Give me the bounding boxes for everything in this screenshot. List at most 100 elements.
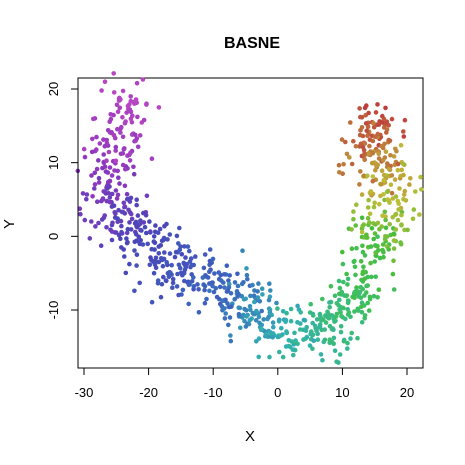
data-point (377, 255, 383, 261)
data-point (336, 162, 342, 168)
data-point (365, 124, 371, 129)
data-point (142, 224, 148, 230)
data-point (395, 161, 401, 167)
data-point (358, 128, 363, 133)
data-point (235, 271, 240, 277)
data-point (140, 77, 146, 82)
data-point (144, 193, 150, 199)
data-point (134, 252, 140, 257)
data-point (372, 200, 378, 206)
data-point (376, 287, 382, 293)
x-tick-label: 10 (335, 385, 349, 400)
data-point (113, 148, 118, 153)
data-point (381, 125, 387, 130)
x-tick-label: -20 (139, 385, 158, 400)
data-point (374, 163, 379, 169)
data-point (283, 344, 289, 349)
data-point (373, 110, 379, 115)
data-point (116, 175, 121, 180)
data-point (381, 250, 386, 255)
y-tick-label: 10 (46, 155, 61, 169)
data-point (375, 295, 380, 300)
data-point (402, 117, 408, 123)
data-point (343, 316, 348, 322)
data-point (214, 294, 220, 300)
data-point (187, 248, 192, 254)
data-point (376, 151, 382, 157)
data-point (94, 134, 99, 140)
data-point (188, 256, 194, 261)
data-point (250, 282, 255, 288)
data-point (340, 249, 345, 255)
data-point (407, 182, 412, 187)
data-point (368, 244, 374, 249)
data-point (341, 279, 346, 285)
data-point (189, 279, 195, 284)
data-point (127, 261, 132, 267)
data-point (340, 261, 346, 267)
data-point (104, 225, 109, 230)
data-point (95, 199, 100, 204)
data-point (349, 246, 355, 251)
data-point (182, 244, 187, 249)
data-point (364, 128, 370, 133)
data-point (253, 339, 259, 344)
data-point (358, 141, 364, 147)
data-point (321, 339, 327, 345)
data-point (256, 281, 261, 286)
x-axis: -30 -20 -10 0 10 20 (75, 367, 414, 400)
data-point (244, 266, 249, 271)
data-point (376, 122, 382, 127)
data-point (120, 162, 126, 168)
data-point (134, 263, 139, 268)
data-point (159, 255, 164, 261)
data-point (256, 314, 262, 320)
data-point (115, 192, 121, 198)
data-point (96, 180, 102, 185)
data-point (224, 263, 230, 269)
data-point (267, 311, 273, 317)
data-point (315, 337, 321, 343)
data-point (399, 212, 404, 218)
data-point (319, 318, 324, 323)
data-point (314, 328, 319, 334)
data-point (417, 212, 422, 217)
data-point (217, 284, 223, 290)
data-point (164, 278, 169, 284)
data-point (180, 272, 185, 277)
data-point (82, 154, 88, 160)
data-point (413, 189, 418, 194)
data-point (363, 112, 369, 118)
data-point (134, 202, 139, 208)
data-point (370, 151, 376, 156)
data-point (363, 121, 369, 126)
data-point (191, 275, 196, 280)
data-point (151, 270, 157, 276)
data-point (113, 144, 119, 150)
data-point (202, 252, 208, 257)
data-point (246, 321, 252, 327)
data-point (270, 320, 276, 325)
data-point (158, 243, 164, 248)
data-point (102, 213, 107, 218)
data-point (162, 236, 167, 242)
data-points (75, 71, 424, 365)
data-point (367, 211, 373, 216)
data-point (227, 315, 233, 320)
data-point (237, 305, 243, 311)
data-point (207, 288, 212, 294)
data-point (101, 137, 106, 142)
data-point (371, 221, 376, 226)
data-point (293, 339, 298, 345)
data-point (141, 117, 147, 123)
data-point (196, 310, 202, 315)
data-point (114, 102, 120, 108)
data-point (261, 317, 267, 322)
data-point (92, 186, 97, 191)
data-point (320, 296, 325, 302)
data-point (344, 271, 349, 277)
data-point (107, 195, 113, 200)
data-point (318, 313, 323, 319)
data-point (148, 229, 153, 234)
data-point (189, 262, 194, 268)
